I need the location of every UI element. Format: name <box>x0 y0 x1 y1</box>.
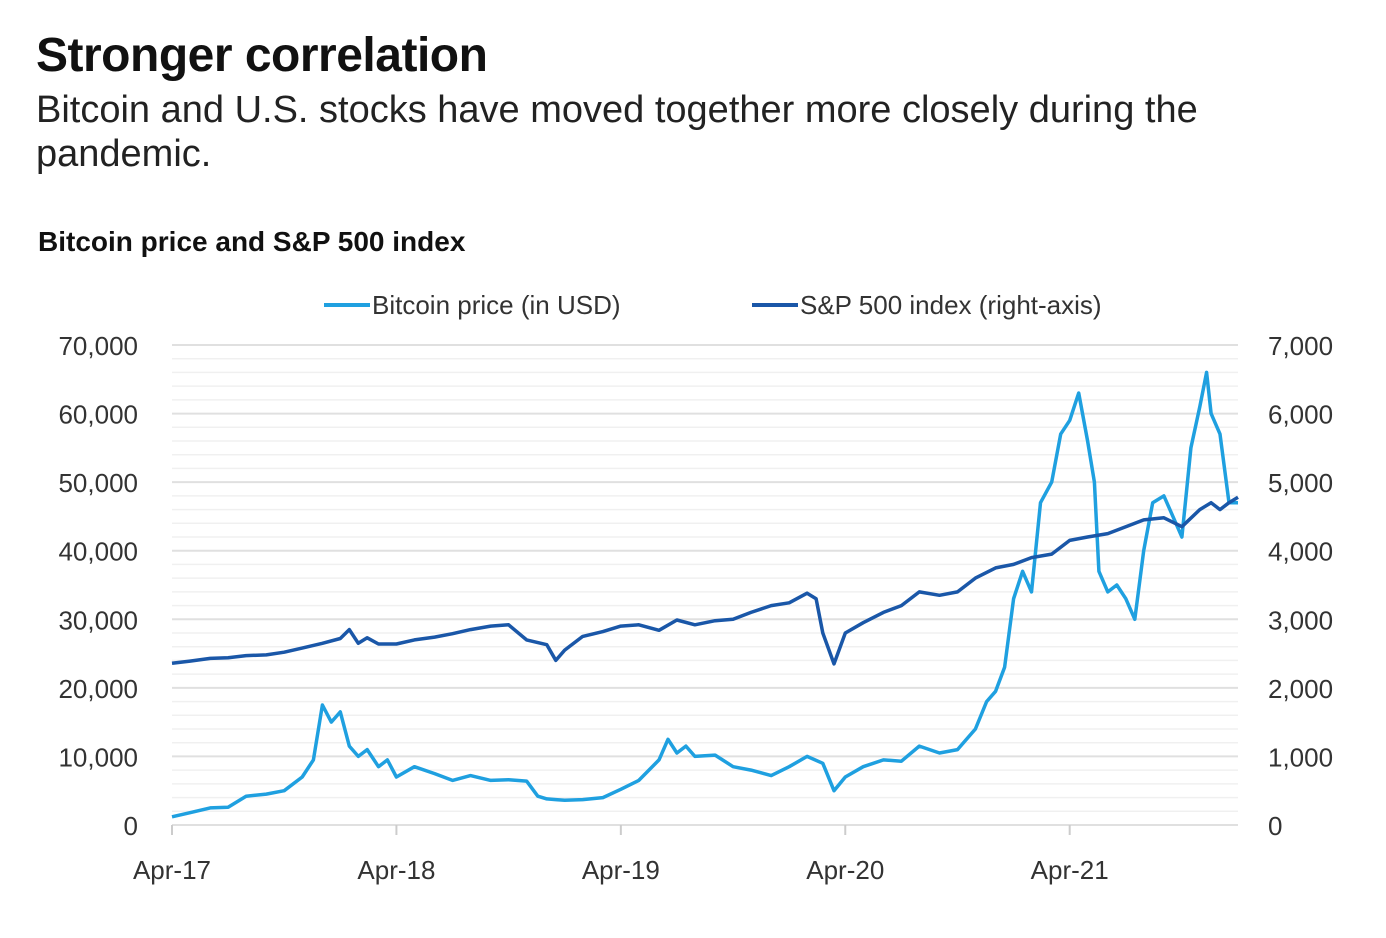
left-y-axis: 0 10,000 20,000 30,000 40,000 50,000 60,000 70,… <box>58 331 138 841</box>
x-tick-label: Apr-20 <box>806 855 884 885</box>
left-tick-label: 60,000 <box>58 400 138 430</box>
right-tick-label: 6,000 <box>1268 400 1333 430</box>
right-tick-label: 4,000 <box>1268 537 1333 567</box>
x-tick-label: Apr-19 <box>582 855 660 885</box>
page-title: Stronger correlation <box>36 29 488 82</box>
right-tick-label: 5,000 <box>1268 468 1333 498</box>
page-subtitle: Bitcoin and U.S. stocks have moved toget… <box>36 89 1198 175</box>
series-line-sp500 <box>171 495 1239 666</box>
series-lines <box>171 370 1239 819</box>
right-y-axis: 0 1,000 2,000 3,000 4,000 5,000 6,000 7,000 <box>1268 331 1333 841</box>
left-tick-label: 40,000 <box>58 537 138 567</box>
left-tick-label: 50,000 <box>58 468 138 498</box>
legend-label-sp500: S&P 500 index (right-axis) <box>800 290 1102 320</box>
x-tick-label: Apr-17 <box>133 855 211 885</box>
left-tick-label: 30,000 <box>58 605 138 635</box>
series-line-bitcoin <box>171 370 1238 819</box>
left-tick-label: 10,000 <box>58 742 138 772</box>
legend-label-bitcoin: Bitcoin price (in USD) <box>372 290 621 320</box>
left-tick-label: 70,000 <box>58 331 138 361</box>
right-tick-label: 7,000 <box>1268 331 1333 361</box>
right-tick-label: 1,000 <box>1268 742 1333 772</box>
chart-title: Bitcoin price and S&P 500 index <box>38 226 466 257</box>
right-tick-label: 3,000 <box>1268 605 1333 635</box>
right-tick-label: 0 <box>1268 811 1282 841</box>
left-tick-label: 0 <box>124 811 138 841</box>
x-tick-label: Apr-21 <box>1031 855 1109 885</box>
gridlines <box>172 344 1238 826</box>
x-tick-label: Apr-18 <box>357 855 435 885</box>
left-tick-label: 20,000 <box>58 674 138 704</box>
x-axis: Apr-17 Apr-18 Apr-19 Apr-20 Apr-21 <box>133 825 1109 885</box>
right-tick-label: 2,000 <box>1268 674 1333 704</box>
legend: Bitcoin price (in USD) S&P 500 index (ri… <box>324 290 1102 320</box>
